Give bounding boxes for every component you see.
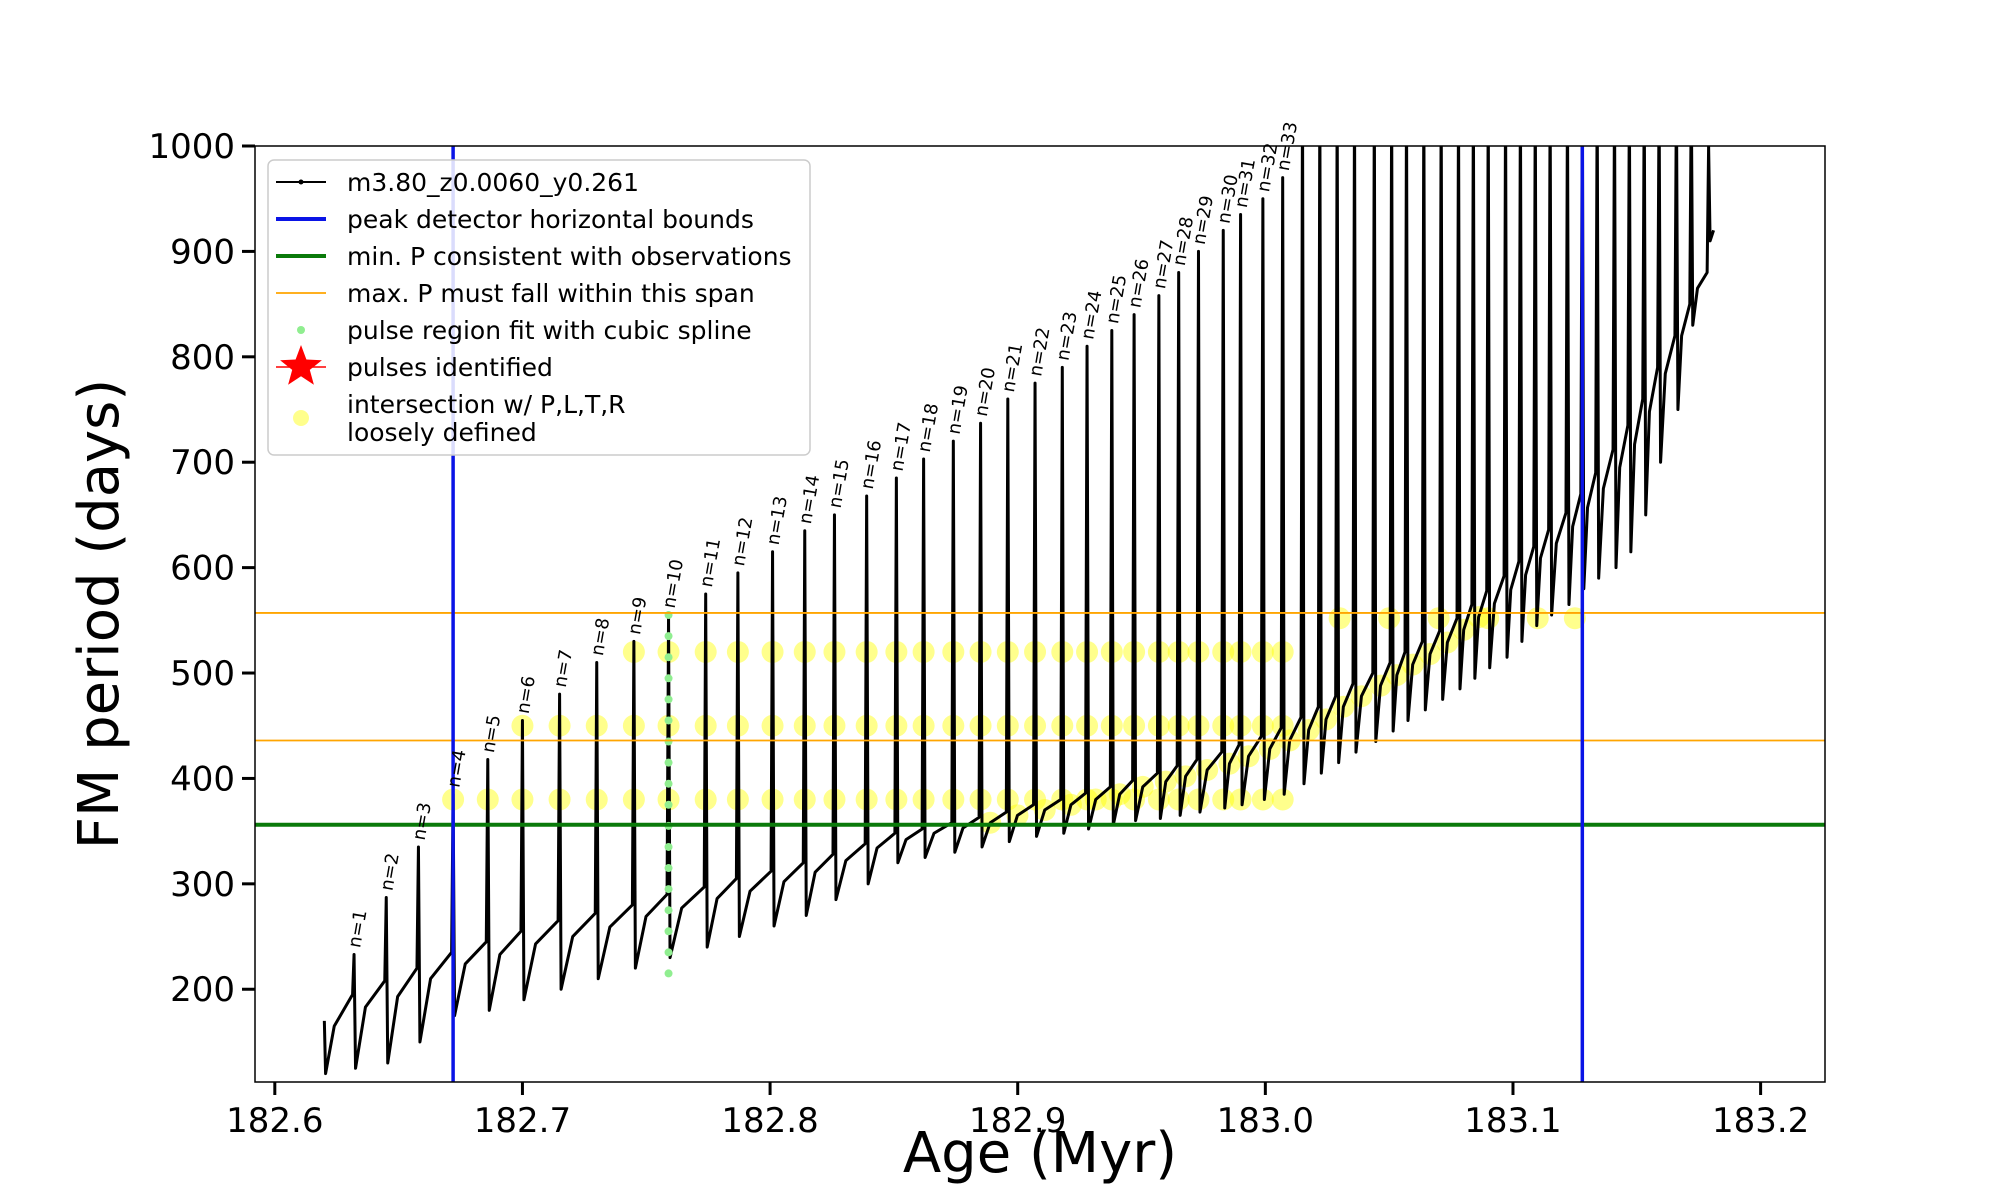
x-tick-label: 182.8: [721, 1101, 818, 1141]
legend-label: pulse region fit with cubic spline: [347, 316, 752, 345]
legend-box: [267, 159, 811, 456]
spline-point: [664, 906, 673, 915]
spline-point: [664, 948, 673, 957]
spline-point: [664, 842, 673, 851]
y-tick-label: 400: [170, 759, 235, 799]
legend-marker: [297, 326, 305, 334]
spline-point: [664, 695, 673, 704]
legend-label: loosely defined: [347, 418, 537, 447]
y-tick-label: 1000: [148, 127, 235, 167]
spline-point: [664, 632, 673, 641]
legend-star: [280, 345, 322, 385]
x-tick-label: 183.1: [1464, 1101, 1561, 1141]
spline-point: [664, 927, 673, 936]
spline-point: [664, 885, 673, 894]
spline-point: [664, 716, 673, 725]
y-tick-label: 800: [170, 338, 235, 378]
legend-dot: [298, 179, 304, 185]
y-tick-label: 300: [170, 865, 235, 905]
axes-frame: [254, 145, 1826, 1083]
legend-marker: [293, 410, 309, 426]
x-tick-label: 182.6: [226, 1101, 323, 1141]
y-tick-label: 900: [170, 232, 235, 272]
y-tick-label: 200: [170, 970, 235, 1010]
spline-point: [664, 737, 673, 746]
legend-label: max. P must fall within this span: [347, 279, 755, 308]
y-tick-label: 500: [170, 654, 235, 694]
x-tick-label: 183.0: [1217, 1101, 1314, 1141]
spline-point: [664, 653, 673, 662]
legend-label: min. P consistent with observations: [347, 242, 792, 271]
spline-point: [664, 758, 673, 767]
legend-label: m3.80_z0.0060_y0.261: [347, 168, 639, 197]
legend-label: pulses identified: [347, 353, 553, 382]
y-tick-label: 600: [170, 549, 235, 589]
spline-point: [664, 674, 673, 683]
data-line: [322, 146, 1715, 1076]
plot-area: [255, 146, 1825, 1082]
intersection-point: [1271, 788, 1294, 811]
legend-label: intersection w/ P,L,T,R: [347, 390, 626, 419]
y-axis-label: FM period (days): [67, 379, 132, 849]
x-tick-label: 182.7: [474, 1101, 571, 1141]
x-tick-label: 183.2: [1712, 1101, 1809, 1141]
spline-point: [664, 969, 673, 978]
spline-point: [664, 779, 673, 788]
spline-point: [664, 800, 673, 809]
x-tick-label: 182.9: [969, 1101, 1066, 1141]
y-tick-label: 700: [170, 443, 235, 483]
spline-point: [664, 864, 673, 873]
legend-label: peak detector horizontal bounds: [347, 205, 754, 234]
x-axis-label: Age (Myr): [903, 1121, 1177, 1186]
